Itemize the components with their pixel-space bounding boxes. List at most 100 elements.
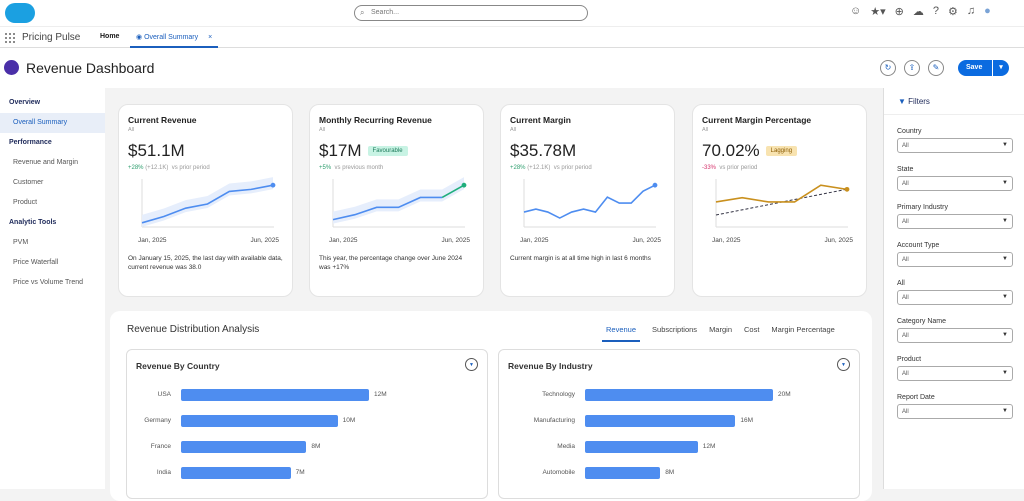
last-point[interactable] [270,182,276,188]
sidebar-item[interactable]: Product [13,199,38,206]
x-start-label: Jan, 2025 [329,237,358,244]
tab-margin-percentage[interactable]: Margin Percentage [771,325,835,334]
last-point[interactable] [652,182,658,188]
kpi-card[interactable]: Monthly Recurring Revenue All $17M Favour… [309,104,484,297]
refresh-button[interactable]: ↻ [880,60,896,76]
bar-row: USA 12M [127,389,487,401]
sidebar-item[interactable]: Price vs Volume Trend [13,279,84,286]
kpi-value: $17M [319,141,362,160]
bar-row: Automobile 8M [499,467,859,479]
card-title: Current Revenue [128,115,197,125]
bar[interactable] [181,415,338,427]
change-percent: +5% [319,165,332,171]
tab-revenue[interactable]: Revenue [602,325,641,342]
edit-button[interactable]: ✎ [928,60,944,76]
card-subtitle: All [128,127,135,133]
kpi-card[interactable]: Current Margin All $35.78M +28% (+12.1K)… [500,104,675,297]
filter-label: State [897,166,914,173]
filter-select[interactable]: All [897,214,1013,229]
card-description: On January 15, 2025, the last day with a… [128,255,283,271]
sidebar-item[interactable]: Price Waterfall [13,259,59,266]
change-note: vs previous month [334,165,384,171]
x-start-label: Jan, 2025 [520,237,549,244]
sidebar-section-heading: Performance [9,139,52,146]
tab-margin[interactable]: Margin [709,325,732,334]
chart-menu-icon[interactable]: ▼ [837,358,850,371]
last-point[interactable] [461,182,467,188]
tab-subscriptions[interactable]: Subscriptions [652,325,698,334]
bar[interactable] [585,389,773,401]
bar-value-label: 16M [740,417,754,424]
save-button[interactable]: Save ▾ [958,60,1009,76]
sidebar-item[interactable]: Overall Summary [0,113,105,133]
filter-select[interactable]: All [897,252,1013,267]
sidebar-item[interactable]: PVM [13,239,29,246]
bar-value-label: 7M [295,469,305,476]
x-start-label: Jan, 2025 [138,237,167,244]
page-header: Revenue Dashboard ↻ ⇪ ✎ Save ▾ [0,48,1024,88]
bell-icon[interactable]: ♫ [966,5,976,17]
filter-select[interactable]: All [897,138,1013,153]
global-header: ⌕ Search... ☺ ★▾ ⊕ ☁? ⚙ ♫ ● [0,0,1024,27]
revenue-by-industry-chart: Revenue By Industry ▼ Technology 20M Manufac… [498,349,860,499]
filter-label: All [897,280,905,287]
sidebar-section-heading: Overview [9,99,41,106]
filter-select[interactable]: All [897,328,1013,343]
sparkline-chart [141,177,276,228]
bar[interactable] [585,467,661,479]
bar[interactable] [181,441,307,453]
astro-icon[interactable]: ☺ [850,5,862,17]
change-note: vs prior period [171,165,210,171]
bar-value-label: 8M [311,443,321,450]
salesforce-logo[interactable] [5,3,35,23]
bar-row: Germany 10M [127,415,487,427]
save-dropdown-icon[interactable]: ▾ [992,60,1009,76]
bar-category-label: India [156,469,171,476]
bar-value-label: 8M [665,469,675,476]
help-icon[interactable]: ? [932,5,939,17]
bar-row: Technology 20M [499,389,859,401]
bar-row: France 8M [127,441,487,453]
settings-icon[interactable]: ⚙ [947,6,958,18]
bar-category-label: Automobile [542,469,575,476]
bar[interactable] [585,415,736,427]
bar[interactable] [585,441,698,453]
sidebar-item[interactable]: Revenue and Margin [13,159,78,166]
close-tab-icon[interactable]: × [208,34,213,41]
bar[interactable] [181,389,369,401]
card-title: Monthly Recurring Revenue [319,115,432,125]
filter-icon: ▼ [898,97,906,106]
bar[interactable] [181,467,291,479]
tab-cost[interactable]: Cost [744,325,760,334]
card-title: Current Margin Percentage [702,115,812,125]
confidence-band [333,177,464,224]
filter-label: Country [897,128,922,135]
filter-label: Report Date [897,394,935,401]
chart-title: Revenue By Country [136,361,220,371]
last-point[interactable] [844,186,850,192]
avatar[interactable]: ● [984,5,991,17]
filter-select[interactable]: All [897,366,1013,381]
filter-select[interactable]: All [897,290,1013,305]
status-badge: Favourable [367,146,408,156]
x-start-label: Jan, 2025 [712,237,741,244]
chart-menu-icon[interactable]: ▼ [465,358,478,371]
filter-label: Primary Industry [897,204,948,211]
app-launcher-icon[interactable] [5,33,15,43]
filter-select[interactable]: All [897,404,1013,419]
kpi-card[interactable]: Current Margin Percentage All 70.02% Lagg… [692,104,867,297]
kpi-card[interactable]: Current Revenue All $51.1M +28% (+12.1K)… [118,104,293,297]
dashboard-icon [4,60,19,75]
tab-home[interactable]: Home [100,33,120,40]
sidebar-item[interactable]: Customer [13,179,44,186]
search-input[interactable]: ⌕ Search... [354,5,588,21]
filter-select[interactable]: All [897,176,1013,191]
trailhead-icon[interactable]: ☁ [912,6,924,18]
change-percent: -33% [702,165,717,171]
filter-label: Account Type [897,242,940,249]
sparkline [715,184,848,203]
share-button[interactable]: ⇪ [904,60,920,76]
tab-overall-summary[interactable]: ◉ Overall Summary × [130,27,219,48]
favorites-icon[interactable]: ★▾ [870,6,886,18]
add-icon[interactable]: ⊕ [894,6,904,18]
